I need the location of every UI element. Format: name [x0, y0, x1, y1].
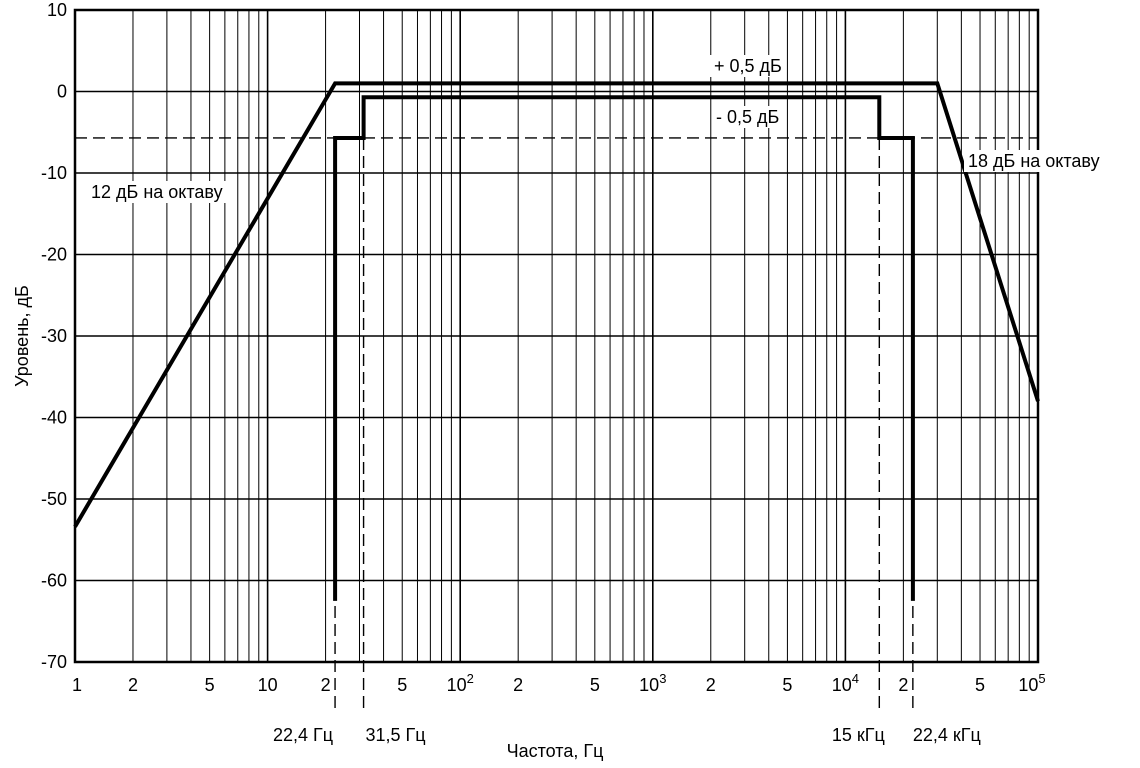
x-tick-label: 2 — [706, 675, 716, 695]
x-tick-label: 5 — [590, 675, 600, 695]
upper-tolerance-label: + 0,5 дБ — [714, 56, 782, 76]
y-tick-label: -10 — [41, 163, 67, 183]
lower-tolerance-label: - 0,5 дБ — [716, 107, 779, 127]
x-tick-label: 102 — [447, 671, 474, 695]
x-tick-labels: 1 2 5 10 2 5 102 2 5 103 2 5 104 2 5 105 — [72, 671, 1046, 695]
lower-tolerance-label-bg — [712, 106, 784, 128]
x-tick-exponent: 3 — [659, 671, 666, 686]
freq-label-31-5-hz: 31,5 Гц — [366, 725, 426, 745]
reference-lines — [75, 137, 1038, 712]
grid — [74, 9, 1039, 663]
y-tick-label: -20 — [41, 245, 67, 265]
x-tick-label: 5 — [205, 675, 215, 695]
x-tick-exponent: 2 — [467, 671, 474, 686]
x-tick-label: 5 — [975, 675, 985, 695]
y-tick-label: -50 — [41, 489, 67, 509]
x-tick-label: 105 — [1018, 671, 1045, 695]
x-tick-label: 10 — [258, 675, 278, 695]
y-axis-label: Уровень, дБ — [12, 285, 32, 387]
y-tick-label: 10 — [47, 0, 67, 20]
y-tick-label: -70 — [41, 652, 67, 672]
slope-left-label: 12 дБ на октаву — [91, 182, 223, 202]
slope-left-label-bg — [86, 181, 228, 203]
x-tick-label: 2 — [513, 675, 523, 695]
x-tick-label: 104 — [832, 671, 859, 695]
x-tick-exponent: 4 — [852, 671, 859, 686]
x-axis-label: Частота, Гц — [507, 741, 604, 761]
upper-tolerance-label-bg — [710, 55, 786, 77]
series-group — [73, 81, 1040, 601]
slope-right-label: 18 дБ на октаву — [968, 151, 1100, 171]
series-line-inner-tolerance-limit — [333, 95, 915, 601]
series-line-outer-tolerance-limit — [73, 81, 1040, 528]
x-tick-label: 103 — [639, 671, 666, 695]
y-tick-label: -60 — [41, 571, 67, 591]
x-tick-exponent: 5 — [1038, 671, 1045, 686]
x-tick-label: 5 — [397, 675, 407, 695]
x-tick-label: 2 — [898, 675, 908, 695]
y-tick-label: -30 — [41, 326, 67, 346]
slope-right-label-bg — [964, 150, 1104, 172]
plot-frame — [73, 8, 1040, 664]
y-tick-label: -40 — [41, 408, 67, 428]
freq-label-15-khz: 15 кГц — [832, 725, 885, 745]
y-tick-labels: 10 0 -10 -20 -30 -40 -50 -60 -70 — [41, 0, 67, 672]
x-tick-label: 2 — [321, 675, 331, 695]
freq-label-22-4-khz: 22,4 кГц — [913, 725, 981, 745]
x-tick-label: 1 — [72, 675, 82, 695]
x-tick-label: 5 — [782, 675, 792, 695]
x-tick-label: 2 — [128, 675, 138, 695]
freq-label-22-4-hz: 22,4 Гц — [273, 725, 333, 745]
y-tick-label: 0 — [57, 82, 67, 102]
